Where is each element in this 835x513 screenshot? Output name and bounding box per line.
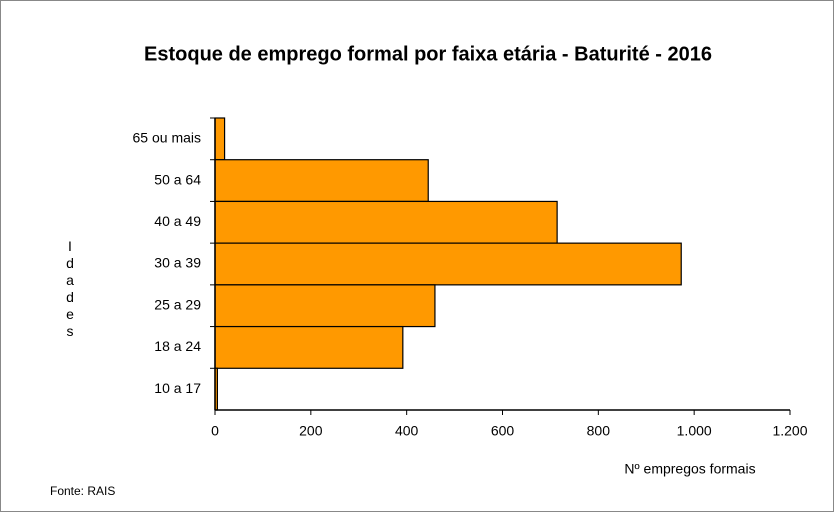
y-tick-label: 50 a 64 bbox=[154, 171, 201, 187]
y-axis-label: Idades bbox=[62, 238, 78, 340]
y-tick-label: 18 a 24 bbox=[154, 338, 201, 354]
bar bbox=[214, 117, 226, 161]
y-tick-label: 40 a 49 bbox=[154, 213, 201, 229]
x-tick-label: 400 bbox=[395, 423, 419, 439]
x-tick-label: 0 bbox=[211, 423, 219, 439]
y-tick-label: 10 a 17 bbox=[154, 380, 201, 396]
source: Fonte: RAIS bbox=[50, 484, 115, 498]
bar bbox=[214, 242, 682, 286]
bar bbox=[214, 284, 436, 328]
x-tick-label: 1.000 bbox=[677, 423, 712, 439]
bar bbox=[214, 159, 429, 203]
x-tick-label: 1.200 bbox=[772, 423, 807, 439]
x-tick-label: 600 bbox=[491, 423, 515, 439]
x-tick-label: 800 bbox=[587, 423, 611, 439]
y-tick-label: 30 a 39 bbox=[154, 255, 201, 271]
x-axis-label: Nº empregos formais bbox=[624, 461, 755, 477]
y-tick-label: 65 ou mais bbox=[133, 130, 201, 146]
bar bbox=[214, 325, 404, 369]
chart-title: Estoque de emprego formal por faixa etár… bbox=[144, 43, 712, 65]
y-tick-label: 25 a 29 bbox=[154, 296, 201, 312]
bar bbox=[214, 200, 558, 244]
x-tick-label: 200 bbox=[299, 423, 323, 439]
